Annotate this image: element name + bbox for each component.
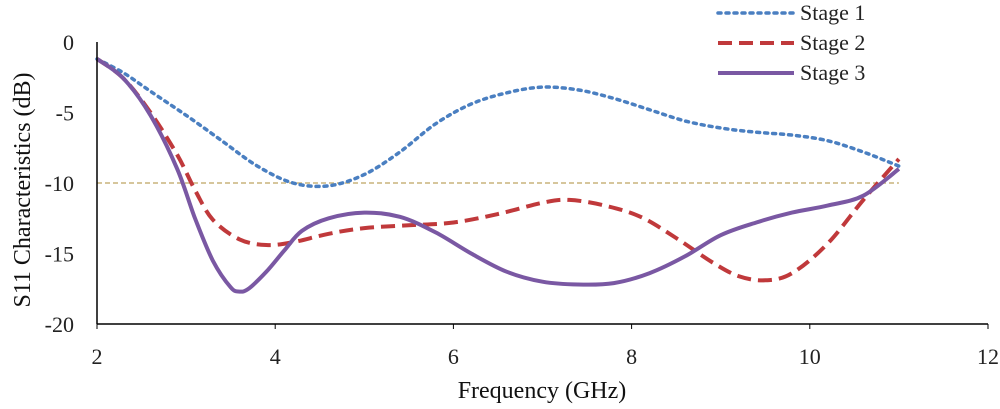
y-tick-label: -20 — [45, 312, 74, 337]
series-layer — [95, 57, 901, 294]
x-tick-label: 6 — [448, 344, 459, 369]
y-tick-label: -10 — [45, 171, 74, 196]
series-line-stage-2 — [95, 57, 901, 283]
legend-label-stage-2: Stage 2 — [800, 30, 865, 55]
y-axis-title: S11 Characteristics (dB) — [10, 72, 36, 307]
legend-label-stage-1: Stage 1 — [800, 0, 865, 25]
legend: Stage 1 Stage 2 Stage 3 — [716, 0, 865, 85]
series-line-stage-3 — [95, 57, 901, 294]
x-tick-label: 4 — [270, 344, 281, 369]
x-axis-title: Frequency (GHz) — [458, 378, 627, 404]
x-tick-label: 2 — [92, 344, 103, 369]
y-tick-label: -15 — [45, 242, 74, 267]
ticks-layer: 2 4 6 8 10 12 0 -5 -10 -15 -20 — [45, 30, 999, 369]
x-tick-label: 12 — [977, 344, 999, 369]
legend-label-stage-3: Stage 3 — [800, 60, 865, 85]
x-tick-label: 10 — [799, 344, 821, 369]
x-tick-label: 8 — [626, 344, 637, 369]
y-tick-label: -5 — [56, 101, 74, 126]
series-line-stage-1 — [95, 57, 901, 189]
y-tick-label: 0 — [63, 30, 74, 55]
